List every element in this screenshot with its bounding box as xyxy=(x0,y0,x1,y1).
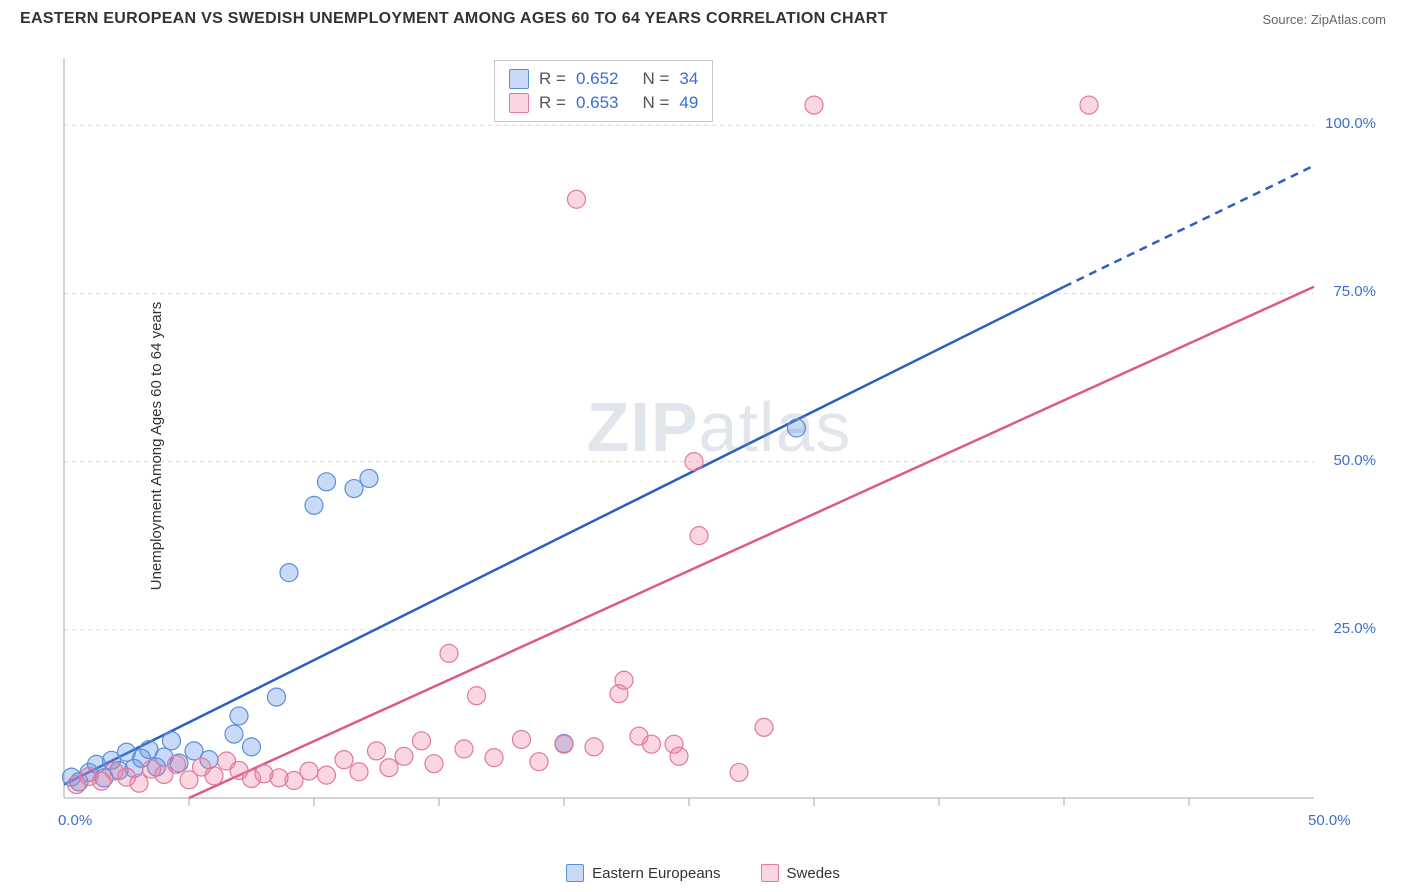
legend: Eastern Europeans Swedes xyxy=(0,864,1406,882)
y-axis-label: Unemployment Among Ages 60 to 64 years xyxy=(148,302,165,591)
legend-label: Eastern Europeans xyxy=(592,865,720,882)
stats-n-value: 49 xyxy=(679,93,698,113)
y-tick-label: 50.0% xyxy=(1333,452,1376,469)
correlation-stats-box: R = 0.652 N = 34 R = 0.653 N = 49 xyxy=(494,60,713,122)
y-tick-label: 100.0% xyxy=(1325,115,1376,132)
stats-r-label: R = xyxy=(539,93,566,113)
y-tick-label: 25.0% xyxy=(1333,620,1376,637)
stats-n-label: N = xyxy=(642,69,669,89)
chart-area: ZIPatlas R =0.652N =34R =0.653N =49 25.0… xyxy=(54,48,1384,838)
x-tick-label: 0.0% xyxy=(58,812,92,829)
stats-row: R = 0.652 N = 34 xyxy=(509,67,698,91)
stats-n-value: 34 xyxy=(679,69,698,89)
stats-r-value: 0.652 xyxy=(576,69,619,89)
legend-swatch xyxy=(566,864,584,882)
stats-r-value: 0.653 xyxy=(576,93,619,113)
scatter-plot xyxy=(54,48,1384,838)
stats-n-label: N = xyxy=(642,93,669,113)
stats-swatch xyxy=(509,69,529,89)
legend-item: Swedes xyxy=(761,864,840,882)
legend-label: Swedes xyxy=(787,865,840,882)
stats-row: R = 0.653 N = 49 xyxy=(509,91,698,115)
legend-item: Eastern Europeans xyxy=(566,864,720,882)
stats-r-label: R = xyxy=(539,69,566,89)
x-tick-label: 50.0% xyxy=(1308,812,1351,829)
chart-title: EASTERN EUROPEAN VS SWEDISH UNEMPLOYMENT… xyxy=(20,10,888,28)
source-label: Source: ZipAtlas.com xyxy=(1262,12,1386,27)
y-tick-label: 75.0% xyxy=(1333,283,1376,300)
legend-swatch xyxy=(761,864,779,882)
stats-swatch xyxy=(509,93,529,113)
